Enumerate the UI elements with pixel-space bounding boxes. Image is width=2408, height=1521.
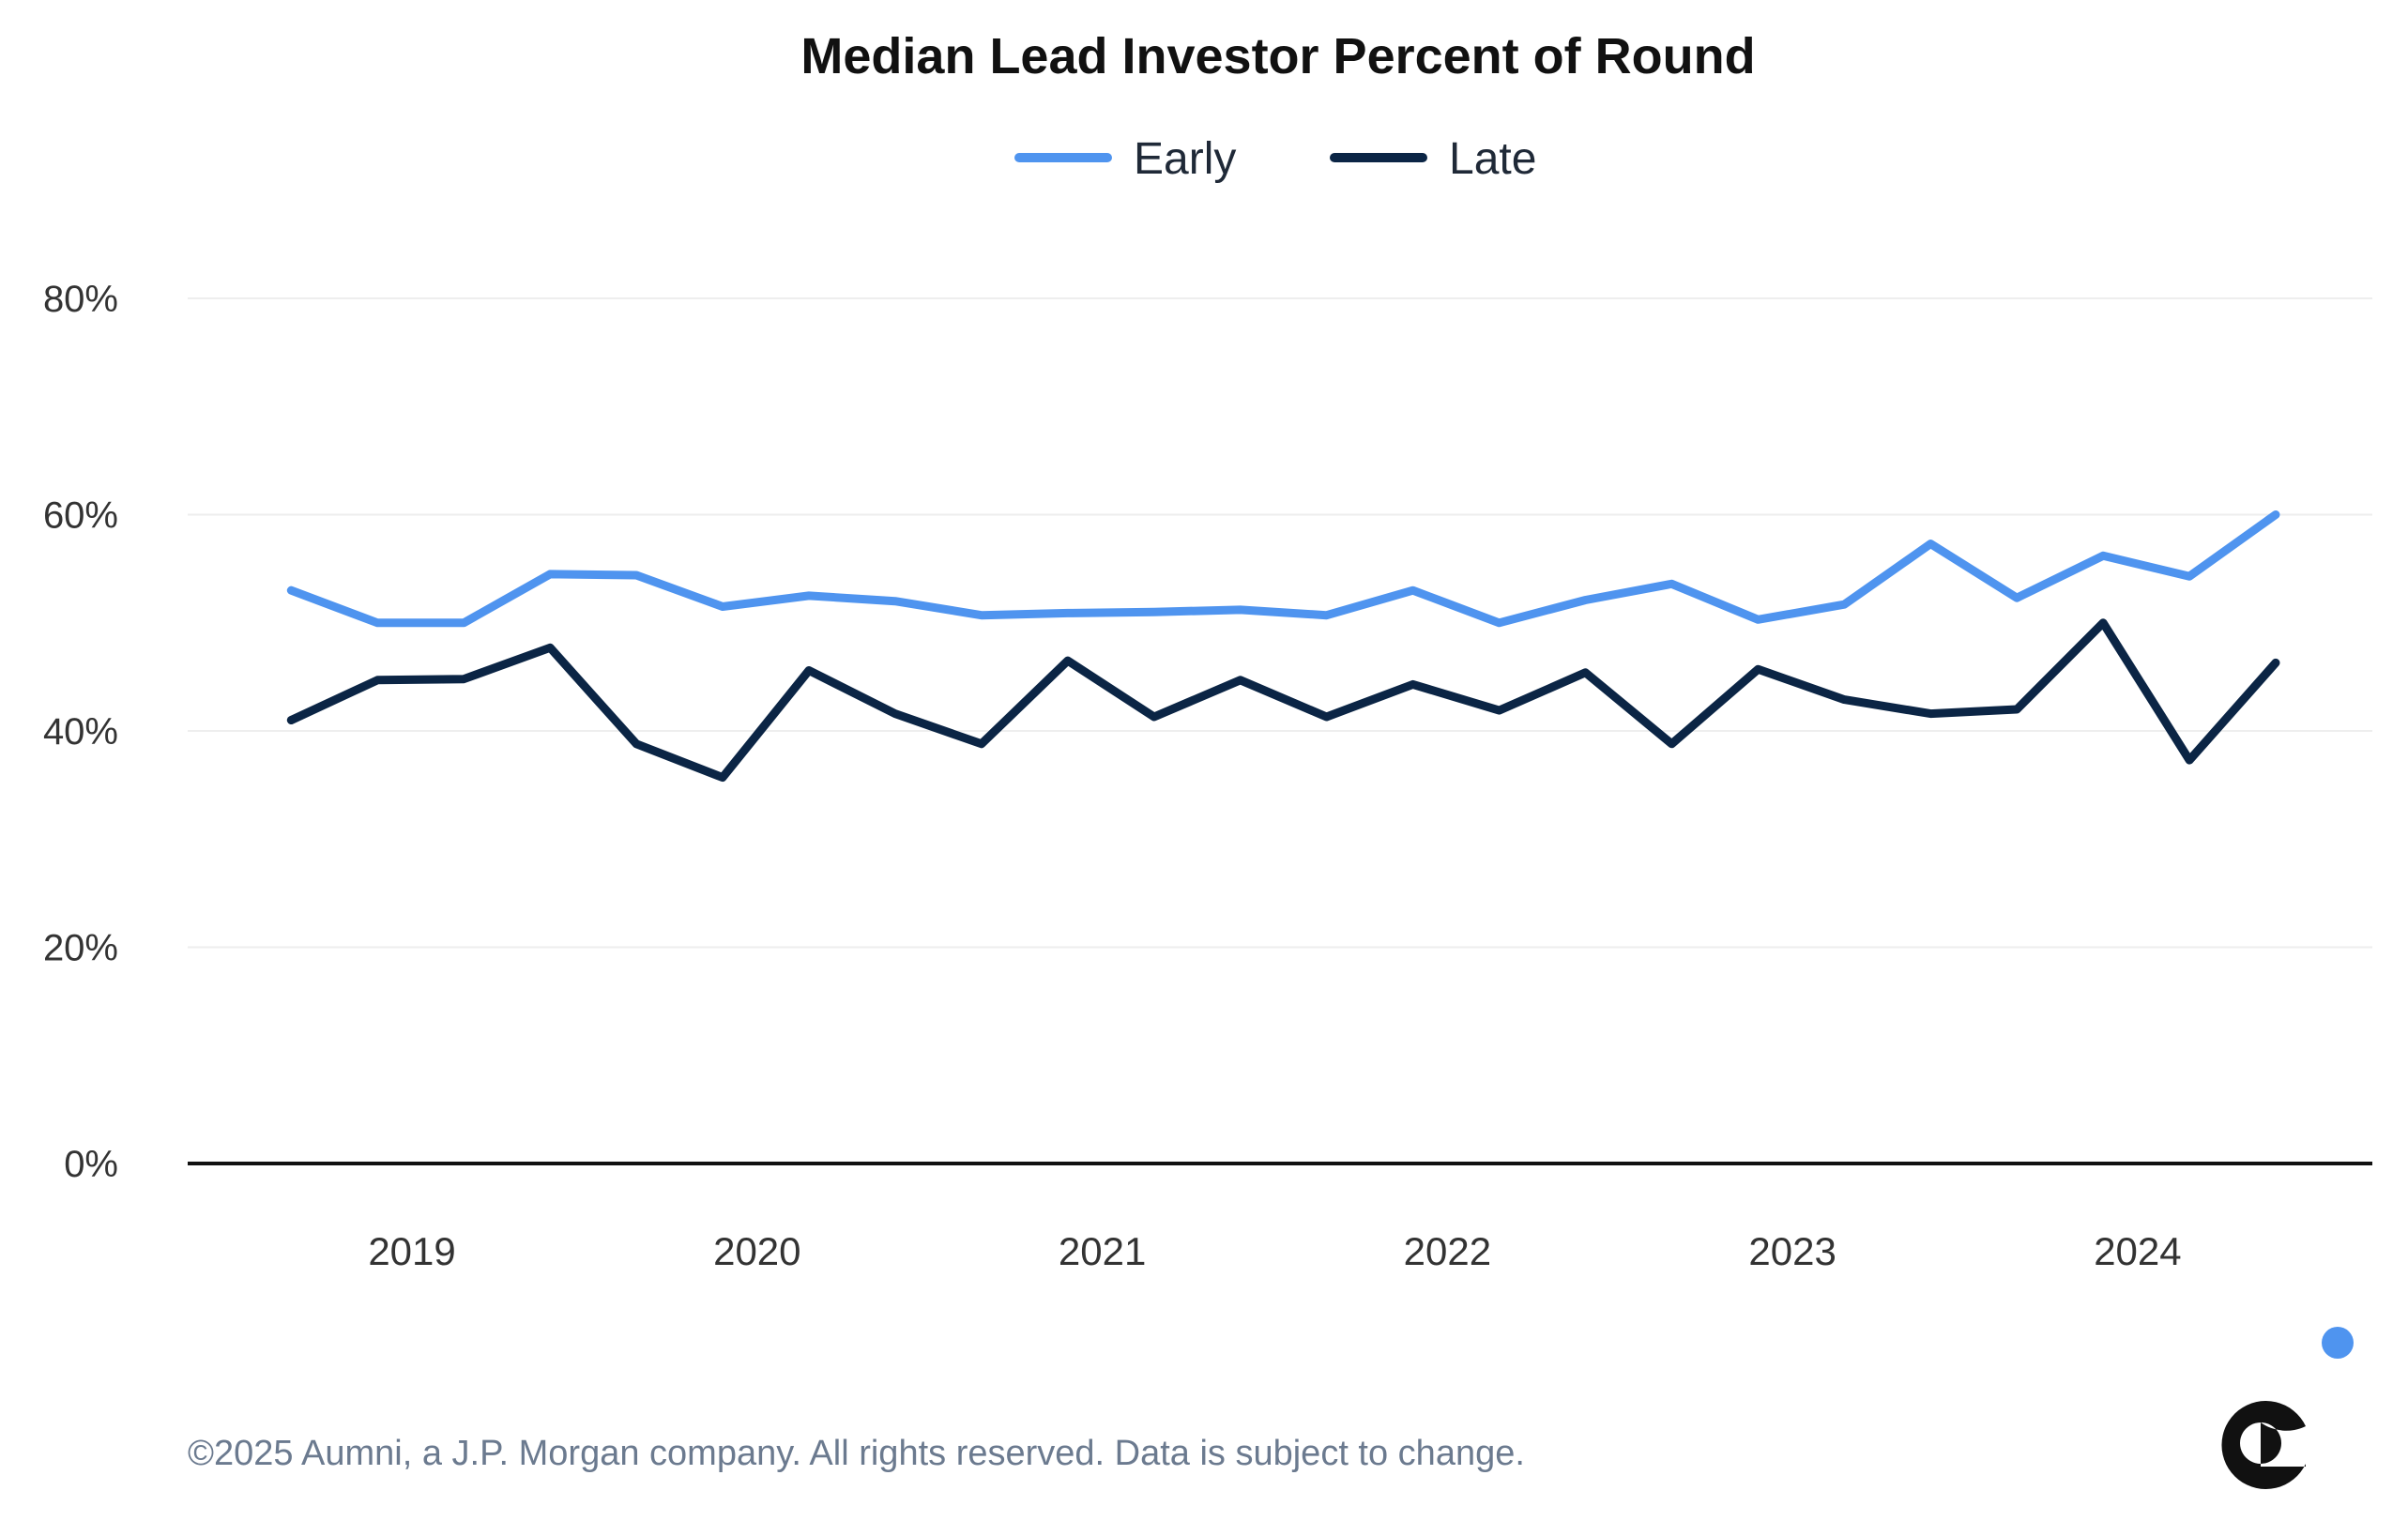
legend: Early Late [1014,134,1536,184]
y-tick-label: 60% [43,495,118,537]
x-axis-ticks: 2019 2020 2021 2022 2023 2024 [368,1229,2181,1273]
copyright-footer: ©2025 Aumni, a J.P. Morgan company. All … [188,1434,1525,1473]
legend-label-early: Early [1134,134,1236,184]
y-tick-label: 0% [64,1144,118,1185]
chart-title: Median Lead Investor Percent of Round [800,28,1755,84]
gridlines [188,297,2372,949]
x-tick-label: 2019 [368,1229,455,1273]
y-tick-label: 40% [43,711,118,753]
logo-letter-a [2221,1401,2306,1489]
legend-item-early[interactable]: Early [1014,134,1236,184]
x-tick-label: 2020 [713,1229,800,1273]
logo-dot [2322,1327,2354,1359]
x-tick-label: 2023 [1748,1229,1836,1273]
y-tick-label: 80% [43,279,118,320]
y-tick-label: 20% [43,928,118,969]
series-line-early[interactable] [286,510,2280,628]
x-tick-label: 2024 [2094,1229,2181,1273]
series-line-late[interactable] [286,618,2280,783]
legend-label-late: Late [1449,134,1536,184]
series-lines [286,510,2280,783]
x-tick-label: 2022 [1404,1229,1491,1273]
aumni-logo-icon [2221,1327,2354,1489]
legend-item-late[interactable]: Late [1330,134,1536,184]
y-axis-ticks: 0% 20% 40% 60% 80% [43,279,118,1185]
x-tick-label: 2021 [1059,1229,1146,1273]
